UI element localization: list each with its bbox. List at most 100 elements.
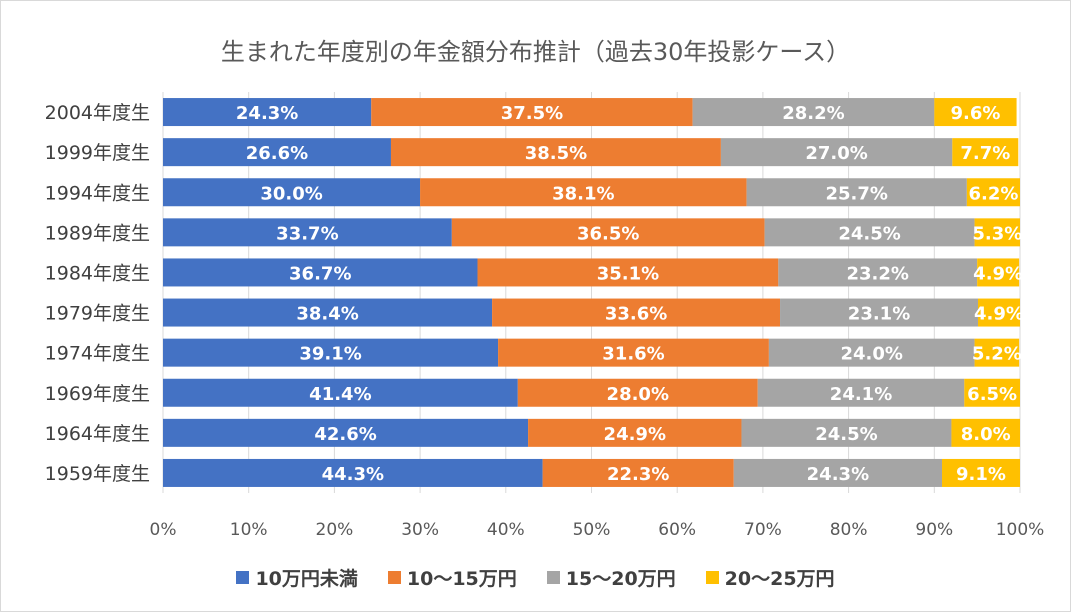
data-label: 25.7% xyxy=(826,183,888,204)
bar-segment xyxy=(768,338,975,367)
y-tick-label: 1994年度生 xyxy=(45,182,150,204)
bar-segment xyxy=(163,178,421,207)
bar-segment xyxy=(720,138,953,167)
x-tick-label: 0% xyxy=(150,520,177,540)
bar-segment xyxy=(163,98,372,127)
x-tick-label: 70% xyxy=(744,520,782,540)
bar-segment xyxy=(163,298,493,327)
chart-title: 生まれた年度別の年金額分布推計（過去30年投影ケース） xyxy=(220,38,851,66)
data-label: 26.6% xyxy=(246,143,308,164)
legend-swatch xyxy=(546,571,560,584)
legend-label: 10万円未満 xyxy=(255,568,358,590)
data-label: 30.0% xyxy=(260,183,322,204)
data-label: 38.1% xyxy=(552,183,614,204)
data-label: 35.1% xyxy=(597,263,659,284)
legend-swatch xyxy=(387,571,401,584)
bar-segment xyxy=(964,378,1020,407)
bar-segment xyxy=(390,138,721,167)
bar-segment xyxy=(163,138,391,167)
data-label: 39.1% xyxy=(299,344,361,365)
bar-segment xyxy=(498,338,769,367)
legend-label: 15～20万円 xyxy=(565,568,676,590)
y-tick-label: 1964年度生 xyxy=(45,423,150,445)
data-label: 24.5% xyxy=(815,424,877,445)
bar-segment xyxy=(163,218,452,247)
bar-segment xyxy=(492,298,781,327)
bar-segment xyxy=(974,218,1020,247)
bar-segment xyxy=(764,218,975,247)
legend-label: 10～15万円 xyxy=(406,568,517,590)
bar-segment xyxy=(952,138,1019,167)
data-label: 28.2% xyxy=(782,103,844,124)
bar-segment xyxy=(978,298,1020,327)
bar-segment xyxy=(966,178,1020,207)
data-label: 33.6% xyxy=(605,304,667,325)
data-label: 5.2% xyxy=(972,344,1022,365)
bar-segment xyxy=(163,458,543,487)
data-label: 4.9% xyxy=(974,304,1024,325)
data-label: 9.6% xyxy=(950,103,1000,124)
y-tick-label: 1969年度生 xyxy=(45,383,150,405)
y-tick-label: 1989年度生 xyxy=(45,222,150,244)
data-label: 4.9% xyxy=(973,263,1023,284)
x-tick-label: 100% xyxy=(996,520,1045,540)
bar-segment xyxy=(692,98,935,127)
data-label: 24.9% xyxy=(604,424,666,445)
y-tick-label: 1984年度生 xyxy=(45,262,150,284)
data-label: 9.1% xyxy=(956,464,1006,485)
legend-entry: 15～20万円 xyxy=(546,564,676,591)
x-tick-label: 10% xyxy=(230,520,268,540)
data-label: 7.7% xyxy=(960,143,1010,164)
legend-swatch xyxy=(705,571,719,584)
data-label: 6.2% xyxy=(968,183,1018,204)
y-tick-label: 2004年度生 xyxy=(45,102,150,124)
data-label: 24.1% xyxy=(830,384,892,405)
data-label: 28.0% xyxy=(607,384,669,405)
legend: 10万円未満 10～15万円 15～20万円 20～25万円 xyxy=(0,564,1071,591)
x-tick-label: 60% xyxy=(658,520,696,540)
y-tick-label: 1959年度生 xyxy=(45,463,150,485)
y-tick-label: 1979年度生 xyxy=(45,303,150,325)
data-label: 41.4% xyxy=(309,384,371,405)
data-label: 27.0% xyxy=(805,143,867,164)
x-tick-label: 50% xyxy=(573,520,611,540)
x-tick-label: 80% xyxy=(830,520,868,540)
data-label: 24.3% xyxy=(807,464,869,485)
x-tick-label: 90% xyxy=(915,520,953,540)
data-label: 22.3% xyxy=(607,464,669,485)
bar-segment xyxy=(942,458,1020,487)
bar-segment xyxy=(778,258,978,287)
bar-segment xyxy=(977,258,1020,287)
bar-segment xyxy=(974,338,1020,367)
data-label: 36.7% xyxy=(289,263,351,284)
bar-segment xyxy=(371,98,693,127)
bar-segment xyxy=(741,418,952,447)
y-tick-label: 1974年度生 xyxy=(45,343,150,365)
legend-swatch xyxy=(236,571,250,584)
data-label: 36.5% xyxy=(577,223,639,244)
bar-segment xyxy=(780,298,979,327)
bar-segment xyxy=(163,258,478,287)
data-label: 5.3% xyxy=(972,223,1022,244)
data-label: 33.7% xyxy=(276,223,338,244)
legend-entry: 10～15万円 xyxy=(387,564,517,591)
data-label: 37.5% xyxy=(501,103,563,124)
bar-segment xyxy=(163,338,499,367)
bar-segment xyxy=(757,378,965,407)
x-tick-label: 40% xyxy=(487,520,525,540)
data-label: 31.6% xyxy=(602,344,664,365)
y-tick-label: 1999年度生 xyxy=(45,142,150,164)
bar-segment xyxy=(528,418,742,447)
data-label: 24.3% xyxy=(236,103,298,124)
legend-label: 20～25万円 xyxy=(724,568,835,590)
bar-segment xyxy=(451,218,765,247)
bar-segment xyxy=(163,378,518,407)
data-label: 42.6% xyxy=(314,424,376,445)
data-label: 23.2% xyxy=(847,263,909,284)
bar-segment xyxy=(746,178,967,207)
bar-segment xyxy=(420,178,747,207)
bar-segment xyxy=(542,458,734,487)
data-label: 38.5% xyxy=(525,143,587,164)
data-label: 38.4% xyxy=(296,304,358,325)
